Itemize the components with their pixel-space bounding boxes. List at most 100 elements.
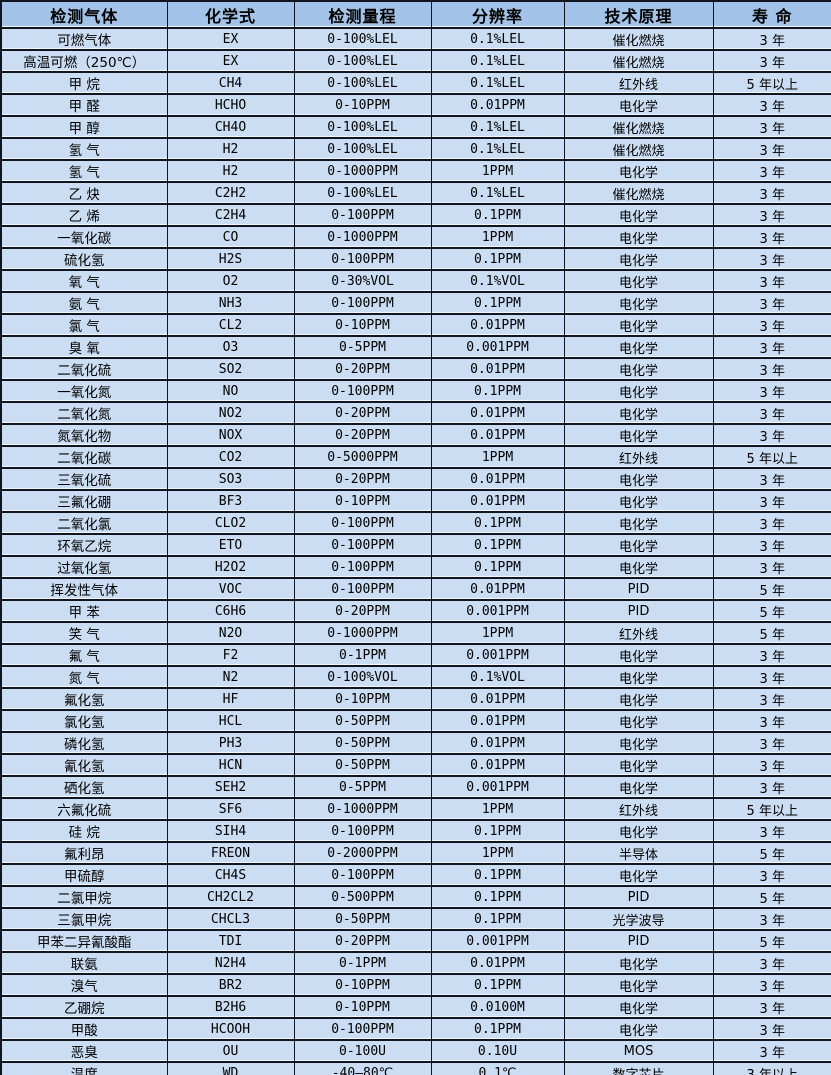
table-row: 甲 烷 CH4 0-100%LEL 0.1%LEL 红外线 5 年以上 (0, 72, 831, 95)
table-row: 氯 气 CL2 0-10PPM 0.01PPM 电化学 3 年 (0, 314, 831, 337)
table-cell: 二氧化碳 (0, 446, 168, 469)
table-cell: 3 年 (712, 732, 831, 755)
table-cell: 催化燃烧 (563, 116, 714, 139)
table-cell: NO2 (166, 402, 295, 425)
table-row: 氮 气 N2 0-100%VOL 0.1%VOL 电化学 3 年 (0, 666, 831, 689)
table-cell: 0-5000PPM (293, 446, 432, 469)
table-cell: N2 (166, 666, 295, 689)
table-cell: 3 年 (712, 204, 831, 227)
table-cell: 二氧化硫 (0, 358, 168, 381)
table-cell: 电化学 (563, 534, 714, 557)
table-cell: PID (563, 886, 714, 909)
table-cell: C2H2 (166, 182, 295, 205)
table-cell: 0.1%LEL (430, 116, 565, 139)
table-cell: O3 (166, 336, 295, 359)
table-cell: 0-5PPM (293, 336, 432, 359)
table-cell: 光学波导 (563, 908, 714, 931)
table-cell: 电化学 (563, 556, 714, 579)
table-cell: 3 年 (712, 1018, 831, 1041)
table-cell: 0.1PPM (430, 908, 565, 931)
table-cell: 3 年 (712, 1040, 831, 1063)
table-cell: 0-20PPM (293, 358, 432, 381)
table-cell: 挥发性气体 (0, 578, 168, 601)
table-cell: 5 年 (712, 842, 831, 865)
table-row: 二氯甲烷 CH2CL2 0-500PPM 0.1PPM PID 5 年 (0, 886, 831, 909)
table-cell: F2 (166, 644, 295, 667)
table-cell: 二氧化氮 (0, 402, 168, 425)
table-row: 氮氧化物 NOX 0-20PPM 0.01PPM 电化学 3 年 (0, 424, 831, 447)
table-cell: CH4O (166, 116, 295, 139)
table-cell: 0-100PPM (293, 248, 432, 271)
table-cell: 氟 气 (0, 644, 168, 667)
table-row: 过氧化氢 H2O2 0-100PPM 0.1PPM 电化学 3 年 (0, 556, 831, 579)
table-cell: 3 年 (712, 490, 831, 513)
table-cell: 3 年 (712, 94, 831, 117)
table-cell: FREON (166, 842, 295, 865)
table-row: 氟利昂 FREON 0-2000PPM 1PPM 半导体 5 年 (0, 842, 831, 865)
table-cell: 催化燃烧 (563, 50, 714, 73)
table-cell: BR2 (166, 974, 295, 997)
column-header-formula: 化学式 (166, 1, 295, 29)
table-header: 检测气体 化学式 检测量程 分辨率 技术原理 寿 命 (0, 1, 831, 29)
table-cell: 氯化氢 (0, 710, 168, 733)
table-cell: 联氨 (0, 952, 168, 975)
table-cell: 3 年 (712, 116, 831, 139)
table-cell: HF (166, 688, 295, 711)
table-row: 笑 气 N2O 0-1000PPM 1PPM 红外线 5 年 (0, 622, 831, 645)
table-cell: 红外线 (563, 72, 714, 95)
table-cell: 3 年 (712, 776, 831, 799)
table-cell: 电化学 (563, 402, 714, 425)
table-row: 臭 氧 O3 0-5PPM 0.001PPM 电化学 3 年 (0, 336, 831, 359)
table-cell: 电化学 (563, 688, 714, 711)
table-cell: 二氯甲烷 (0, 886, 168, 909)
table-cell: 乙 烯 (0, 204, 168, 227)
table-cell: 1PPM (430, 446, 565, 469)
table-cell: PID (563, 578, 714, 601)
table-cell: 3 年 (712, 28, 831, 51)
table-cell: 3 年 (712, 402, 831, 425)
table-cell: 0-1PPM (293, 644, 432, 667)
table-cell: 0-30%VOL (293, 270, 432, 293)
table-row: 氧 气 O2 0-30%VOL 0.1%VOL 电化学 3 年 (0, 270, 831, 293)
table-cell: 3 年 (712, 248, 831, 271)
table-cell: 磷化氢 (0, 732, 168, 755)
table-cell: 0-100PPM (293, 292, 432, 315)
table-cell: 氟利昂 (0, 842, 168, 865)
table-cell: 0-1000PPM (293, 622, 432, 645)
table-cell: 0-1PPM (293, 952, 432, 975)
table-cell: HCHO (166, 94, 295, 117)
table-row: 溴气 BR2 0-10PPM 0.1PPM 电化学 3 年 (0, 974, 831, 997)
table-cell: H2O2 (166, 556, 295, 579)
table-cell: 电化学 (563, 248, 714, 271)
table-row: 乙 炔 C2H2 0-100%LEL 0.1%LEL 催化燃烧 3 年 (0, 182, 831, 205)
table-cell: 3 年 (712, 226, 831, 249)
table-cell: 0.1%VOL (430, 666, 565, 689)
table-cell: 0-20PPM (293, 600, 432, 623)
table-cell: 0.1PPM (430, 886, 565, 909)
table-cell: 氢 气 (0, 160, 168, 183)
table-row: 氟 气 F2 0-1PPM 0.001PPM 电化学 3 年 (0, 644, 831, 667)
table-cell: 0.001PPM (430, 776, 565, 799)
table-cell: EX (166, 28, 295, 51)
table-cell: 0.01PPM (430, 314, 565, 337)
table-cell: 0.01PPM (430, 468, 565, 491)
table-row: 二氧化碳 CO2 0-5000PPM 1PPM 红外线 5 年以上 (0, 446, 831, 469)
table-cell: OU (166, 1040, 295, 1063)
table-cell: 电化学 (563, 820, 714, 843)
table-cell: HCOOH (166, 1018, 295, 1041)
table-cell: 甲苯二异氰酸酯 (0, 930, 168, 953)
table-cell: MOS (563, 1040, 714, 1063)
table-cell: 氢 气 (0, 138, 168, 161)
table-cell: VOC (166, 578, 295, 601)
table-cell: 0.1%LEL (430, 182, 565, 205)
table-cell: 3 年 (712, 182, 831, 205)
table-cell: SEH2 (166, 776, 295, 799)
table-row: 磷化氢 PH3 0-50PPM 0.01PPM 电化学 3 年 (0, 732, 831, 755)
table-cell: 乙 炔 (0, 182, 168, 205)
table-cell: 电化学 (563, 226, 714, 249)
table-row: 氢 气 H2 0-1000PPM 1PPM 电化学 3 年 (0, 160, 831, 183)
table-cell: 乙硼烷 (0, 996, 168, 1019)
table-cell: 0-500PPM (293, 886, 432, 909)
table-cell: 3 年以上 (712, 1062, 831, 1075)
table-cell: PID (563, 600, 714, 623)
